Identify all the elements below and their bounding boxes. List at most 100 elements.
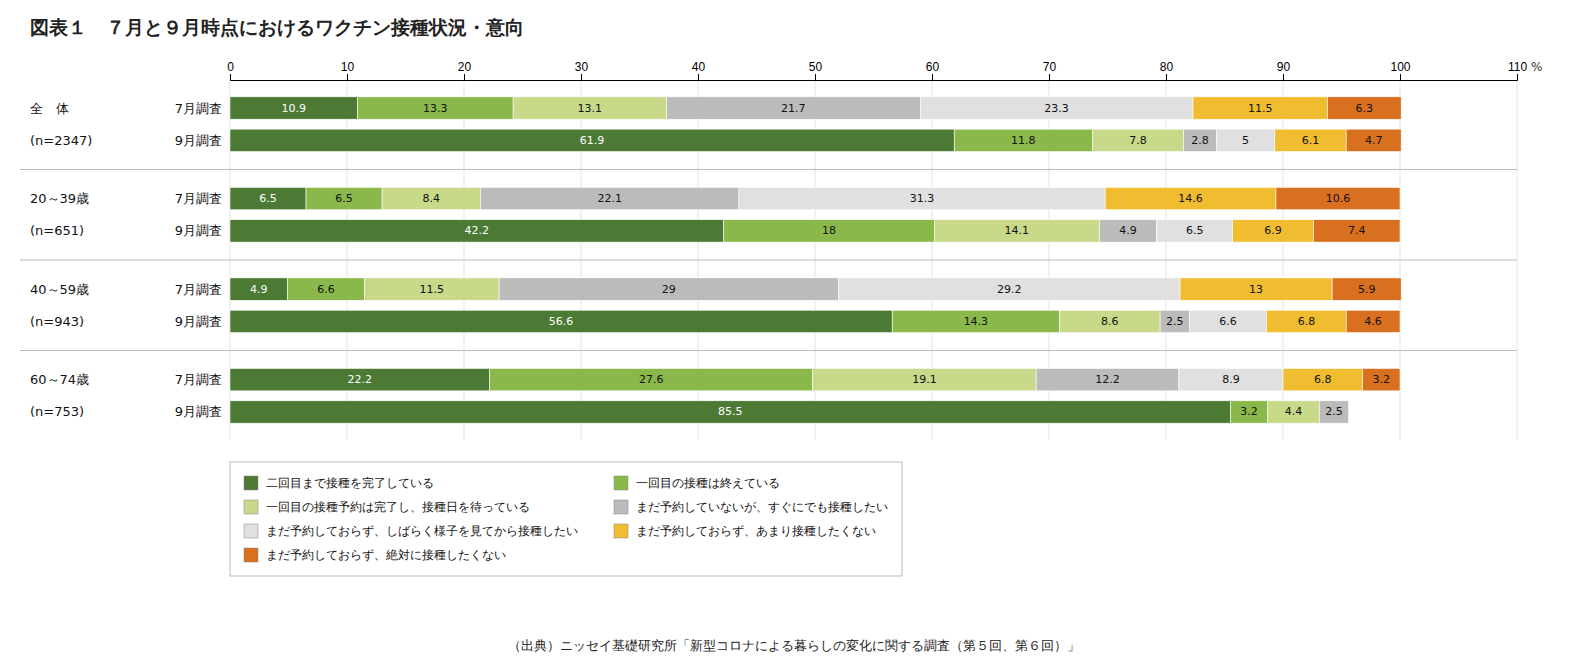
series [287, 97, 1267, 423]
bar-segment [1230, 401, 1267, 423]
bar-segment [813, 368, 1036, 390]
bar-segment [954, 129, 1092, 151]
data-label: 6.9 [1264, 224, 1282, 237]
data-label: 7.4 [1348, 224, 1366, 237]
bar-segment [230, 187, 306, 209]
data-label: 6.5 [1186, 224, 1204, 237]
tick: 0 [227, 60, 234, 80]
group-separator [20, 350, 1517, 351]
data-label: 14.3 [964, 315, 989, 328]
bar-segment [1346, 129, 1401, 151]
tick-label: 100 [1390, 60, 1410, 74]
data-label: 11.5 [420, 283, 445, 296]
group-separators [20, 169, 1517, 350]
bar-segment [1363, 368, 1400, 390]
x-axis: 0102030405060708090100110 [227, 60, 1527, 81]
tick: 10 [341, 60, 355, 80]
data-label: 11.8 [1011, 134, 1036, 147]
data-label: 2.5 [1166, 315, 1184, 328]
tick-mark [1166, 74, 1167, 80]
bar-segment [892, 310, 1059, 332]
legend-swatch [244, 476, 258, 490]
legend-item: 二回目まで接種を完了している [244, 476, 434, 490]
bar-segment [499, 278, 838, 300]
legend-label: まだ予約しておらず、あまり接種したくない [636, 524, 876, 538]
bar-segment [1327, 97, 1401, 119]
group-label: (n=753) [30, 404, 84, 419]
bar-segment [306, 187, 382, 209]
category-label: 7月調査 [175, 101, 222, 116]
data-label: 61.9 [580, 134, 605, 147]
data-label: 27.6 [639, 373, 664, 386]
legend: 二回目まで接種を完了している 一回目の接種は終えている一回目の接種予約は完了し、接… [230, 462, 902, 576]
data-label: 18 [822, 224, 836, 237]
data-label: 8.6 [1101, 315, 1119, 328]
bar-segment [1276, 187, 1400, 209]
group-separator [20, 260, 1517, 261]
data-label: 6.5 [335, 192, 353, 205]
data-labels: 10.961.96.542.24.956.622.285.513.311.86.… [250, 102, 1390, 419]
legend-swatch [614, 500, 628, 514]
tick-mark [1283, 74, 1284, 80]
tick-mark [1517, 74, 1518, 80]
bar-segment [490, 368, 813, 390]
bar-segment [1283, 368, 1363, 390]
data-label: 22.1 [597, 192, 622, 205]
data-label: 5.9 [1358, 283, 1376, 296]
tick-label: 110 [1508, 60, 1527, 74]
data-label: 19.1 [912, 373, 937, 386]
group-label: (n=651) [30, 223, 84, 238]
tick: 30 [575, 60, 589, 80]
bar-segment [1348, 401, 1349, 423]
series [739, 97, 1283, 391]
tick-label: 60 [926, 60, 940, 74]
group-separator [20, 169, 1517, 170]
bar-segment [1189, 310, 1266, 332]
data-label: 13.1 [578, 102, 603, 115]
bar-segment [1346, 310, 1400, 332]
bar-segment [1348, 401, 1349, 423]
legend-label: 一回目の接種予約は完了し、接種日を待っている [266, 500, 530, 514]
category-label: 9月調査 [175, 223, 222, 238]
tick: 40 [692, 60, 706, 80]
bars [230, 97, 1401, 423]
bar-segment [1267, 310, 1347, 332]
category-label: 9月調査 [175, 404, 222, 419]
series [1105, 97, 1362, 391]
tick-label: 20 [458, 60, 472, 74]
group-label: 全 体 [30, 101, 69, 116]
bar-segment [513, 97, 666, 119]
data-label: 22.2 [348, 373, 373, 386]
bar-segment [1319, 401, 1348, 423]
tick-label: 70 [1043, 60, 1057, 74]
data-label: 4.7 [1365, 134, 1383, 147]
bar-segment [1313, 220, 1400, 242]
legend-item: まだ予約しておらず、絶対に接種したくない [244, 548, 506, 562]
tick-mark [1400, 74, 1401, 80]
tick-mark [698, 74, 699, 80]
bar-segment [1105, 187, 1276, 209]
legend-label: まだ予約していないが、すぐにでも接種したい [636, 500, 888, 514]
series [230, 97, 1230, 423]
legend-frame [230, 462, 902, 576]
data-label: 10.6 [1326, 192, 1351, 205]
tick-label: 90 [1277, 60, 1291, 74]
data-label: 14.6 [1178, 192, 1203, 205]
chart: 図表１ ７月と９月時点におけるワクチン接種状況・意向01020304050607… [0, 0, 1587, 672]
bar-segment [230, 278, 287, 300]
tick: 20 [458, 60, 472, 80]
tick: 90 [1277, 60, 1291, 80]
legend-swatch [244, 500, 258, 514]
legend-swatch [614, 524, 628, 538]
series [480, 97, 1348, 423]
data-label: 56.6 [549, 315, 574, 328]
footnote: （出典）ニッセイ基礎研究所「新型コロナによる暮らしの変化に関する調査（第５回、第… [508, 638, 1080, 653]
legend-swatch [614, 476, 628, 490]
legend-item: 一回目の接種は終えている [614, 476, 780, 490]
tick-mark [581, 74, 582, 80]
bar-segment [666, 97, 920, 119]
bar-segment [1332, 278, 1401, 300]
data-label: 42.2 [465, 224, 490, 237]
series [365, 97, 1320, 423]
data-label: 6.3 [1356, 102, 1374, 115]
